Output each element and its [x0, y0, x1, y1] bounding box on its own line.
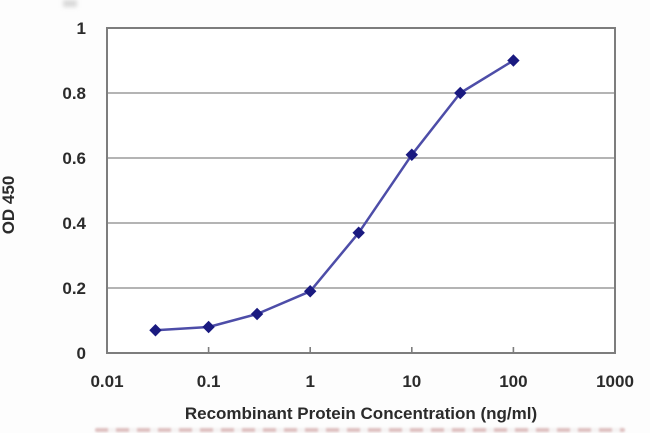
x-axis-title: Recombinant Protein Concentration (ng/ml… [185, 404, 537, 423]
cropped-text-artifact-top [63, 0, 77, 7]
y-tick-label: 1 [77, 19, 86, 38]
data-point-marker [352, 226, 365, 239]
x-tick-label: 1000 [596, 372, 634, 391]
data-point-marker [149, 324, 162, 337]
data-point-marker [507, 54, 520, 67]
data-point-marker [250, 307, 264, 321]
x-tick-label: 10 [402, 372, 421, 391]
plot-border [106, 27, 616, 354]
y-tick-label: 0.6 [62, 149, 86, 168]
y-tick-label: 0.2 [62, 279, 86, 298]
cropped-text-artifact [95, 428, 625, 432]
plot-background [107, 28, 615, 353]
x-tick-label: 100 [499, 372, 527, 391]
data-point-marker [303, 285, 317, 298]
plot-area: 0 0.2 0.4 0.6 0.8 1 0.01 0.1 1 10 100 1000 [62, 19, 634, 391]
y-axis-title: OD 450 [0, 176, 18, 235]
data-point-marker [454, 86, 467, 100]
x-tick-label: 1 [305, 372, 314, 391]
data-point-marker [405, 148, 419, 161]
data-point-marker [202, 320, 215, 334]
x-tick-label: 0.1 [197, 372, 221, 391]
x-tick-label: 0.01 [90, 372, 123, 391]
y-tick-label: 0 [77, 344, 86, 363]
y-tick-label: 0.4 [62, 214, 86, 233]
y-tick-label: 0.8 [62, 84, 86, 103]
series-line [154, 59, 515, 332]
